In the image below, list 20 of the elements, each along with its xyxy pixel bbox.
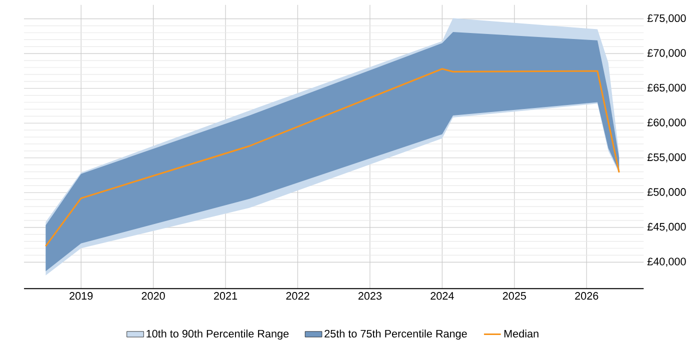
x-tick-label: 2025 bbox=[502, 292, 526, 300]
x-tick-label: 2022 bbox=[286, 292, 310, 300]
legend-label: 10th to 90th Percentile Range bbox=[146, 330, 289, 340]
x-tick-label: 2021 bbox=[214, 292, 238, 300]
x-tick-label: 2024 bbox=[430, 292, 454, 300]
y-tick-label: £40,000 bbox=[647, 258, 686, 267]
x-tick-label: 2019 bbox=[70, 292, 93, 300]
legend-label: 25th to 75th Percentile Range bbox=[324, 330, 467, 340]
legend-label: Median bbox=[504, 330, 538, 338]
y-tick-label: £65,000 bbox=[647, 84, 686, 93]
line-series bbox=[44, 68, 620, 247]
x-tick-label: 2023 bbox=[358, 292, 382, 300]
y-tick-label: £45,000 bbox=[647, 222, 686, 232]
y-tick-label: £50,000 bbox=[647, 188, 686, 198]
x-tick-label: 2020 bbox=[142, 292, 165, 300]
y-tick-label: £60,000 bbox=[647, 118, 686, 128]
y-tick-label: £55,000 bbox=[647, 153, 686, 162]
x-tick-label: 2026 bbox=[575, 292, 598, 300]
y-tick-label: £75,000 bbox=[647, 14, 686, 24]
y-tick-label: £70,000 bbox=[647, 49, 686, 58]
